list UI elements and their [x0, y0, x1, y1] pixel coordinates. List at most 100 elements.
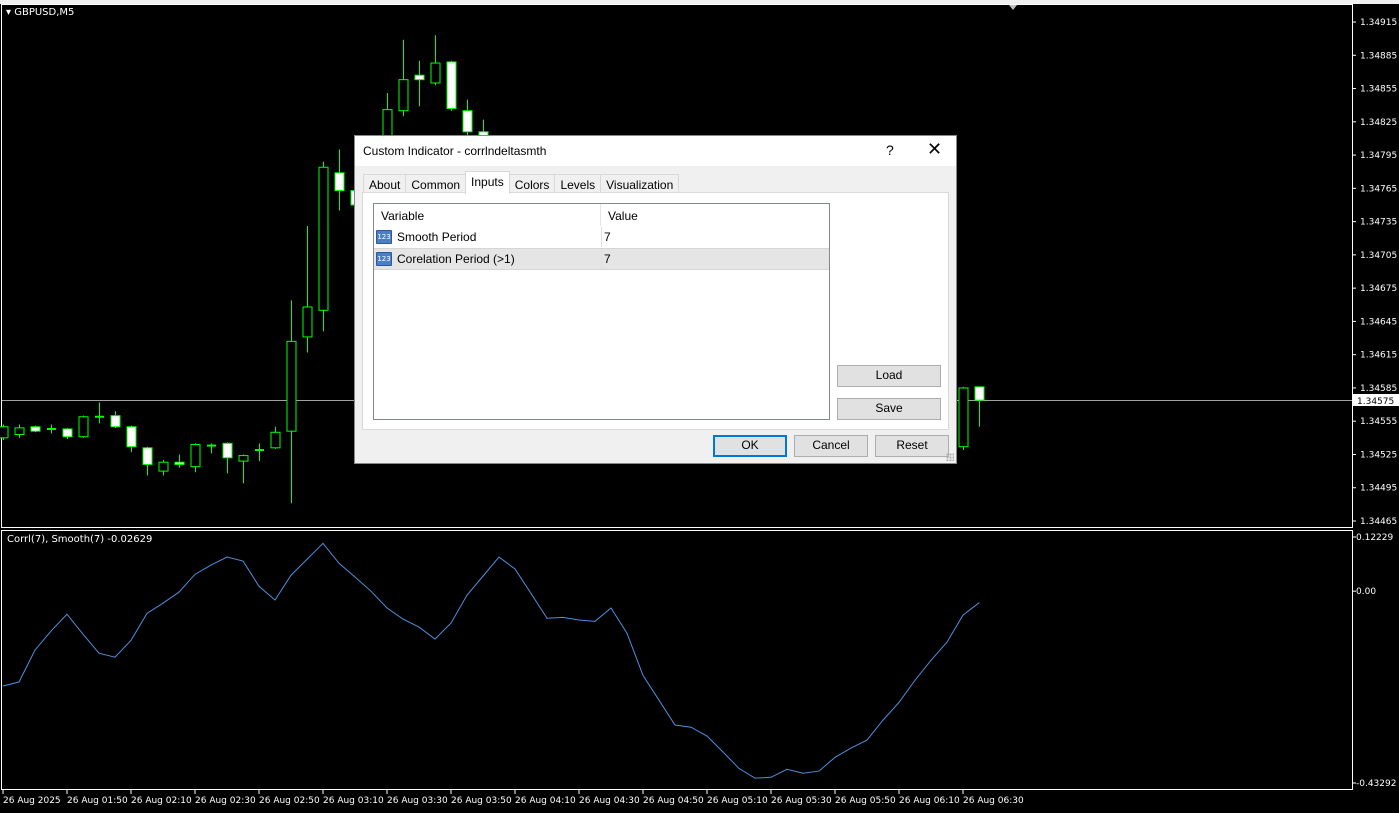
- indicator-point: [594, 620, 596, 622]
- symbol-text: GBPUSD,M5: [14, 7, 75, 18]
- candle-body: [174, 461, 185, 465]
- indicator-point: [450, 622, 452, 624]
- candle: [318, 161, 329, 332]
- candle-body: [270, 431, 281, 449]
- time-tick-label: 26 Aug 05:10: [707, 796, 768, 806]
- column-header-variable[interactable]: Variable: [374, 204, 601, 226]
- column-header-value[interactable]: Value: [608, 209, 638, 223]
- indicator-point: [434, 638, 436, 640]
- indicator-point: [386, 607, 388, 609]
- candle: [286, 300, 297, 504]
- price-tick-label: 1.34825: [1360, 118, 1397, 128]
- candle-body: [334, 172, 345, 192]
- tab-colors[interactable]: Colors: [508, 174, 556, 194]
- indicator-point: [482, 575, 484, 577]
- candle-body: [222, 442, 233, 459]
- indicator-point: [178, 591, 180, 593]
- indicator-point: [610, 607, 612, 609]
- symbol-label[interactable]: ▾ GBPUSD,M5: [6, 7, 75, 18]
- current-price-label: 1.34575: [1357, 397, 1394, 407]
- candle: [334, 149, 345, 211]
- candle: [462, 99, 473, 136]
- close-icon[interactable]: ✕: [927, 139, 943, 159]
- cancel-button[interactable]: Cancel: [794, 435, 868, 457]
- indicator-point: [82, 633, 84, 635]
- candle: [126, 425, 137, 453]
- indicator-point: [466, 594, 468, 596]
- time-tick-label: 26 Aug 03:50: [451, 796, 512, 806]
- table-header: Variable Value: [374, 204, 829, 227]
- candle-body: [30, 426, 41, 432]
- indicator-point: [338, 562, 340, 564]
- tab-visualization[interactable]: Visualization: [600, 174, 680, 194]
- price-tick-label: 1.34585: [1360, 384, 1397, 394]
- time-tick-label: 26 Aug 2025: [3, 796, 61, 806]
- indicator-point: [978, 602, 980, 604]
- help-button[interactable]: ?: [886, 142, 894, 158]
- indicator-label: Corrl(7), Smooth(7) -0.02629: [7, 534, 153, 545]
- candle-body: [286, 340, 297, 432]
- time-tick-label: 26 Aug 01:50: [67, 796, 128, 806]
- dialog-title: Custom Indicator - corrlndeltasmth: [363, 144, 547, 158]
- indicator-point: [754, 777, 756, 779]
- price-tick-label: 1.34555: [1360, 417, 1397, 427]
- load-button[interactable]: Load: [837, 365, 941, 387]
- dialog-titlebar[interactable]: Custom Indicator - corrlndeltasmth ? ✕: [355, 136, 956, 166]
- candle-body: [14, 427, 25, 436]
- variable-value[interactable]: 7: [604, 230, 611, 244]
- candle: [270, 426, 281, 449]
- indicator-point: [898, 701, 900, 703]
- save-button[interactable]: Save: [837, 398, 941, 420]
- price-tick-label: 1.34795: [1360, 151, 1397, 161]
- tab-levels[interactable]: Levels: [554, 174, 602, 194]
- tab-inputs[interactable]: Inputs: [465, 171, 510, 194]
- indicator-point: [242, 560, 244, 562]
- indicator-point: [866, 739, 868, 741]
- indicator-point: [498, 556, 500, 558]
- candle-body: [126, 426, 137, 448]
- candle: [958, 386, 969, 451]
- candle-body: [302, 306, 313, 338]
- indicator-point: [34, 649, 36, 651]
- candle: [222, 442, 233, 474]
- indicator-point: [818, 770, 820, 772]
- main-pane-border: [1, 4, 1353, 528]
- indicator-point: [738, 767, 740, 769]
- indicator-point: [658, 699, 660, 701]
- candle-body: [958, 387, 969, 448]
- price-tick-label: 1.34495: [1360, 484, 1397, 494]
- reset-button[interactable]: Reset: [875, 435, 949, 457]
- indicator-point: [914, 679, 916, 681]
- candle: [430, 35, 441, 86]
- current-price-badge: [1353, 394, 1399, 406]
- indicator-point: [930, 659, 932, 661]
- indicator-point: [354, 576, 356, 578]
- variable-value[interactable]: 7: [604, 252, 611, 266]
- candle: [446, 60, 457, 111]
- time-tick-label: 26 Aug 06:30: [963, 796, 1024, 806]
- indicator-tick-label: -0.43292: [1356, 779, 1396, 789]
- indicator-point: [786, 768, 788, 770]
- chart-shift-marker-icon[interactable]: [1009, 5, 1017, 10]
- variable-name: Smooth Period: [397, 230, 477, 244]
- resize-grip-icon[interactable]: [946, 453, 954, 461]
- tab-about[interactable]: About: [363, 174, 407, 194]
- candle: [95, 402, 104, 424]
- candle: [30, 425, 41, 433]
- candle: [207, 443, 216, 454]
- table-row[interactable]: 123 Corelation Period (>1) 7: [374, 248, 829, 270]
- time-tick-label: 26 Aug 02:10: [131, 796, 192, 806]
- table-row[interactable]: 123 Smooth Period 7: [374, 227, 829, 248]
- time-tick-label: 26 Aug 02:50: [259, 796, 320, 806]
- candle-body: [414, 74, 425, 81]
- candle-body: [398, 79, 409, 112]
- indicator-point: [674, 724, 676, 726]
- tab-common[interactable]: Common: [405, 174, 467, 194]
- ok-button[interactable]: OK: [713, 435, 787, 457]
- price-tick-label: 1.34885: [1360, 51, 1397, 61]
- candle: [414, 60, 425, 107]
- indicator-point: [18, 681, 20, 683]
- time-tick-label: 26 Aug 05:30: [771, 796, 832, 806]
- indicator-point: [834, 756, 836, 758]
